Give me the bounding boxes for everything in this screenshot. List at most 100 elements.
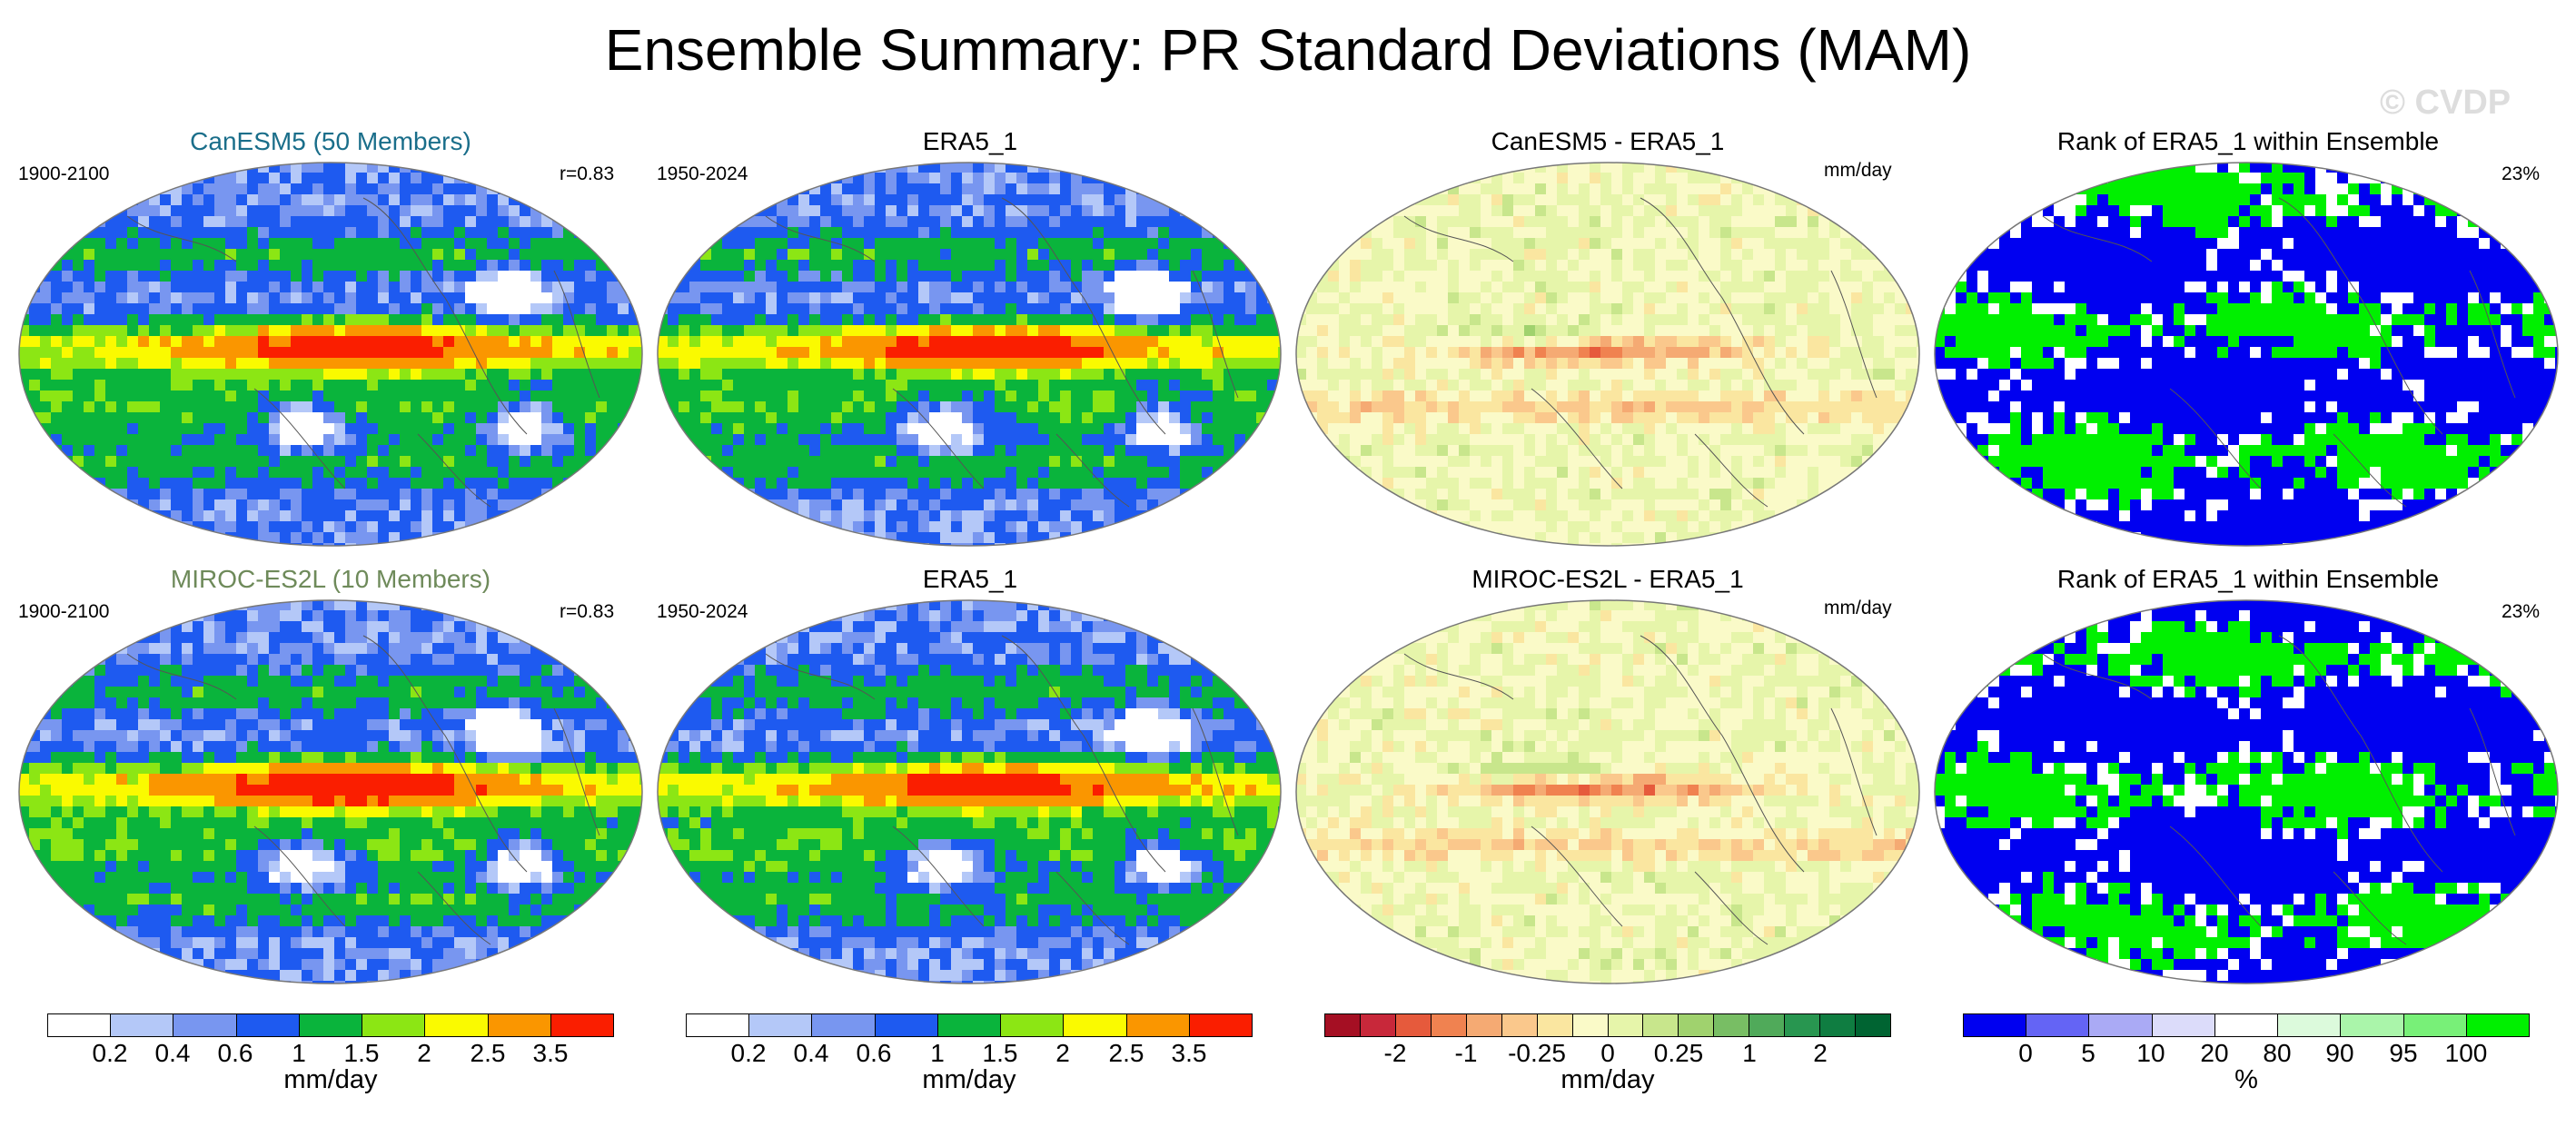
map-cell — [658, 271, 669, 282]
map-cell — [214, 369, 226, 381]
map-cell — [1688, 194, 1699, 206]
map-cell — [1873, 183, 1885, 195]
map-cell — [1169, 163, 1181, 173]
map-cell — [225, 325, 237, 337]
map-cell — [334, 467, 346, 479]
map-cell — [711, 292, 723, 304]
map-cell — [1296, 163, 1307, 173]
map-cell — [40, 390, 52, 402]
map-cell — [1147, 163, 1159, 173]
map-cell — [788, 271, 799, 282]
map-cell — [1006, 227, 1017, 239]
map-cell — [302, 543, 313, 546]
map-cell — [1213, 314, 1224, 326]
map-cell — [105, 303, 117, 315]
map-cell — [929, 358, 941, 370]
map-cell — [51, 489, 63, 500]
map-cell — [116, 292, 128, 304]
map-cell — [897, 521, 908, 533]
map-cell — [1448, 303, 1460, 315]
map-cell — [454, 434, 466, 446]
map-cell — [334, 434, 346, 446]
map-cell — [1448, 194, 1460, 206]
map-cell — [777, 314, 788, 326]
map-cell — [886, 238, 897, 250]
map-cell — [280, 336, 292, 348]
map-cell — [541, 390, 553, 402]
map-cell — [454, 183, 466, 195]
map-cell — [1688, 282, 1699, 293]
map-cell — [1147, 467, 1159, 479]
map-cell — [443, 467, 455, 479]
map-cell — [498, 369, 510, 381]
map-cell — [574, 183, 586, 195]
map-cell — [487, 173, 499, 184]
map-cell — [1104, 325, 1115, 337]
map-cell — [62, 325, 74, 337]
map-cell — [733, 489, 745, 500]
map-cell — [454, 314, 466, 326]
map-cell — [1027, 205, 1039, 217]
map-cell — [1862, 260, 1874, 272]
map-cell — [733, 314, 745, 326]
map-cell — [443, 238, 455, 250]
map-cell — [509, 412, 520, 424]
map-cell — [127, 489, 139, 500]
map-cell — [520, 412, 531, 424]
map-cell — [1350, 163, 1362, 173]
map-cell — [1611, 292, 1623, 304]
map-cell — [798, 194, 810, 206]
map-cell — [1350, 238, 1362, 250]
map-cell — [1862, 183, 1874, 195]
map-cell — [1256, 369, 1268, 381]
map-cell — [214, 423, 226, 435]
map-cell — [1317, 249, 1329, 261]
map-cell — [389, 401, 401, 413]
map-cell — [853, 521, 865, 533]
map-cell — [171, 173, 183, 184]
map-cell — [658, 216, 669, 228]
map-cell — [138, 445, 150, 457]
map-cell — [918, 314, 930, 326]
map-cell — [1502, 271, 1514, 282]
map-cell — [1071, 401, 1083, 413]
map-cell — [345, 445, 357, 457]
map-cell — [443, 423, 455, 435]
map-cell — [1513, 227, 1525, 239]
map-cell — [378, 499, 390, 511]
map-cell — [1557, 216, 1569, 228]
map-cell — [1546, 205, 1558, 217]
map-cell — [62, 478, 74, 489]
map-cell — [182, 325, 193, 337]
map-cell — [323, 271, 335, 282]
map-cell — [1038, 183, 1050, 195]
map-cell — [1895, 227, 1907, 239]
map-cell — [973, 314, 985, 326]
map-cell — [1234, 510, 1246, 522]
map-cell — [679, 183, 690, 195]
map-cell — [487, 521, 499, 533]
map-cell — [1557, 227, 1569, 239]
map-cell — [280, 423, 292, 435]
map-cell — [1481, 194, 1492, 206]
map-cell — [596, 499, 608, 511]
map-cell — [19, 380, 30, 391]
map-cell — [62, 543, 74, 546]
map-cell — [1125, 282, 1137, 293]
map-cell — [40, 532, 52, 544]
map-cell — [1191, 369, 1203, 381]
map-cell — [1180, 380, 1192, 391]
map-cell — [711, 543, 723, 546]
map-cell — [1862, 173, 1874, 184]
map-cell — [51, 390, 63, 402]
map-cell — [1115, 412, 1126, 424]
map-cell — [1404, 163, 1416, 173]
map-cell — [1234, 260, 1246, 272]
map-cell — [29, 380, 41, 391]
map-cell — [1136, 260, 1148, 272]
map-cell — [411, 456, 422, 468]
map-cell — [1049, 216, 1061, 228]
map-cell — [1180, 543, 1192, 546]
map-cell — [629, 478, 640, 489]
map-cell — [1513, 216, 1525, 228]
